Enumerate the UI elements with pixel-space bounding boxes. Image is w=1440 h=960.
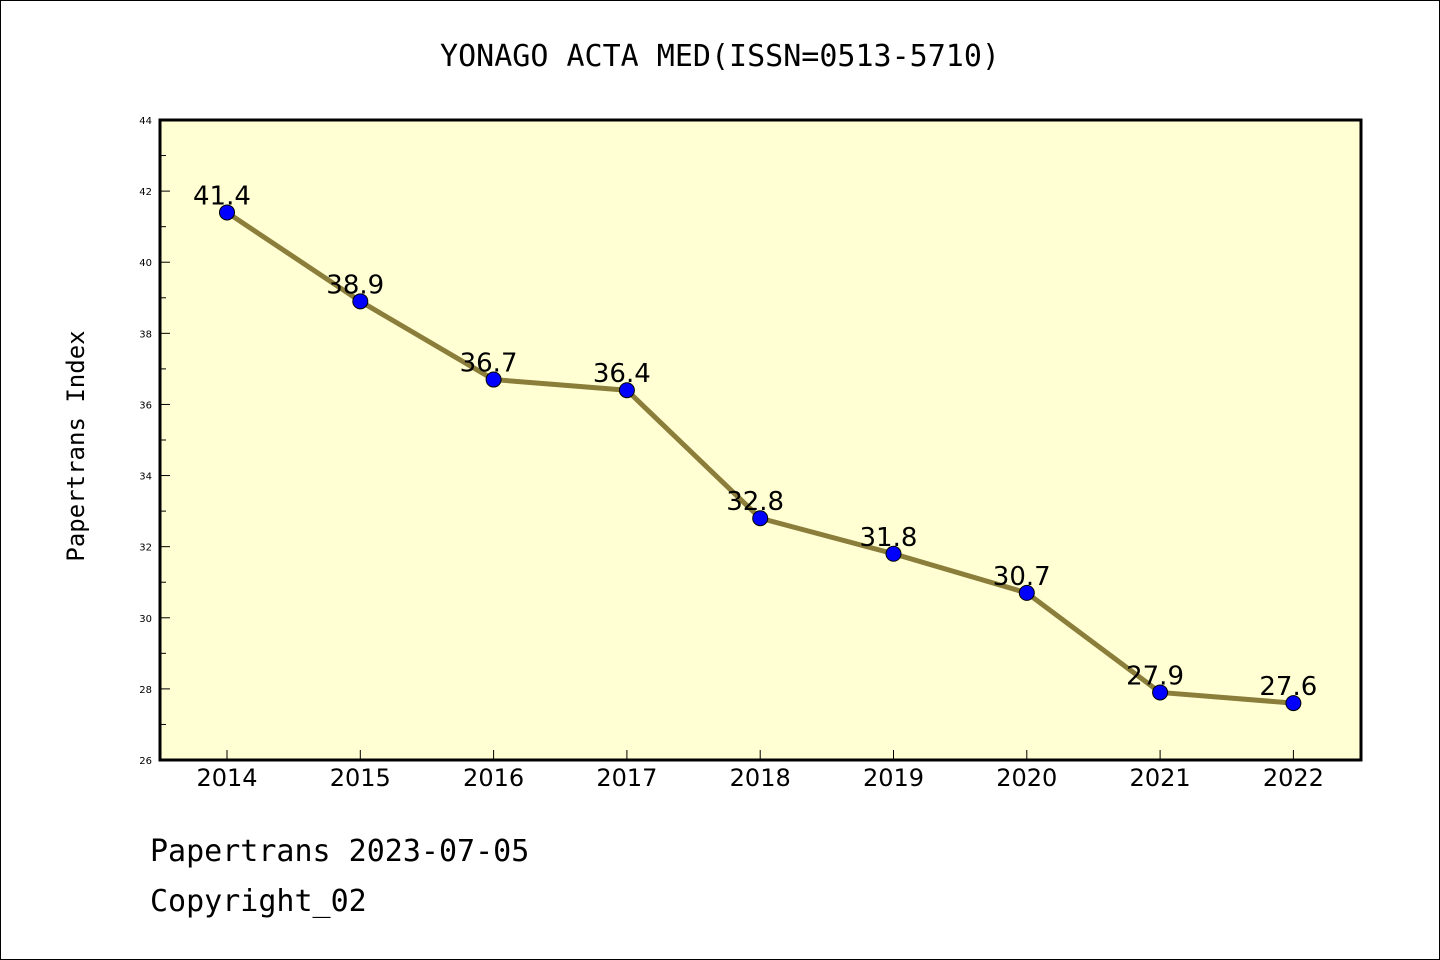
data-label: 41.4 [193,181,251,211]
x-tick-label: 2022 [1263,764,1324,792]
x-tick-label: 2015 [330,764,391,792]
x-tick-label: 2016 [463,764,524,792]
chart-title: YONAGO ACTA MED(ISSN=0513-5710) [440,39,1000,74]
y-tick-label: 36 [139,400,152,411]
data-label: 31.8 [860,523,918,553]
data-point [485,371,502,388]
data-point [752,510,769,527]
y-tick-label: 28 [139,685,152,696]
data-point [1152,684,1169,701]
y-axis-label: Papertrans Index [62,330,90,561]
y-tick-label: 32 [139,543,152,554]
y-tick-label: 40 [139,258,152,269]
plot-area [158,118,1363,762]
y-tick-label: 30 [139,614,152,625]
x-tick-label: 2017 [596,764,657,792]
x-tick-label: 2014 [196,764,257,792]
data-label: 30.7 [993,562,1051,592]
data-point [219,204,235,221]
data-point [1018,584,1035,601]
data-label: 38.9 [326,270,384,300]
data-point [1285,695,1302,712]
x-axis-ticks: 2014 2015 2016 2017 2018 2019 2020 2021 2022 [196,750,1324,792]
x-tick-label: 2020 [996,764,1057,792]
footer-date-text: Papertrans 2023-07-05 [150,834,530,869]
y-tick-label: 38 [139,329,152,340]
data-label: 27.9 [1126,661,1184,691]
data-label: 32.8 [726,487,784,517]
x-tick-label: 2018 [730,764,791,792]
data-point [885,545,902,562]
footer-copyright-text: Copyright_02 [150,884,367,919]
y-tick-label: 26 [139,756,152,767]
y-axis-ticks: 26 28 30 32 34 36 38 40 42 44 [139,116,170,767]
y-tick-label: 42 [139,187,152,198]
x-tick-label: 2021 [1130,764,1191,792]
data-point [618,382,635,399]
x-tick-label: 2019 [863,764,924,792]
y-tick-label: 34 [139,472,152,483]
data-label: 27.6 [1259,672,1317,702]
data-point [352,293,369,310]
data-label: 36.7 [460,349,518,379]
series-group [219,204,1302,712]
data-label: 36.4 [593,359,651,389]
data-labels: 41.4 38.9 36.7 36.4 32.8 31.8 30.7 27.9 27.6 [193,181,1317,702]
y-tick-label: 44 [139,116,152,127]
